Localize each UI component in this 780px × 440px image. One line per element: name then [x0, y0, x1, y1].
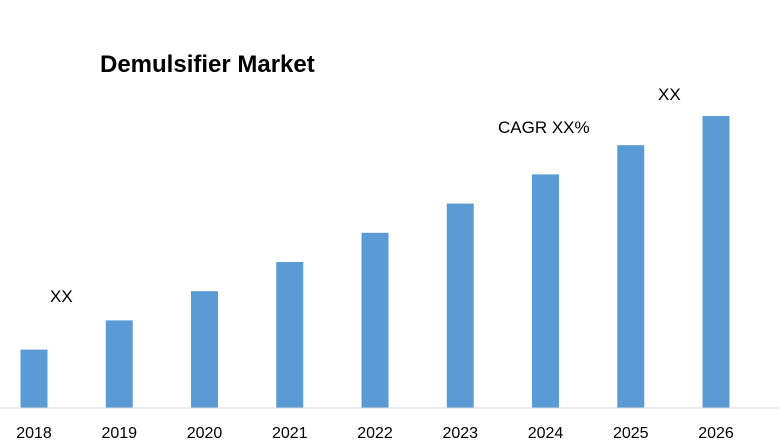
x-tick-label-2026: 2026	[698, 425, 734, 440]
bar-2020	[191, 291, 218, 408]
x-tick-label-2019: 2019	[101, 425, 137, 440]
bar-2024	[532, 174, 559, 408]
bar-2025	[617, 145, 645, 408]
bar-2019	[105, 320, 133, 408]
chart-title: Demulsifier Market	[100, 51, 315, 78]
annotation-start-value: XX	[50, 287, 73, 306]
annotation-cagr: CAGR XX%	[498, 118, 590, 137]
bar-2021	[276, 262, 304, 408]
x-tick-label-2024: 2024	[528, 425, 564, 440]
bar-2018	[20, 349, 48, 408]
bar-2023	[446, 203, 474, 408]
x-tick-label-2018: 2018	[16, 425, 52, 440]
bar-2026	[702, 116, 730, 408]
annotation-end-value: XX	[658, 85, 681, 104]
bar-2022	[361, 232, 389, 408]
bars-group	[20, 116, 730, 408]
x-tick-label-2025: 2025	[613, 425, 649, 440]
x-tick-label-2020: 2020	[187, 425, 223, 440]
x-tick-label-2021: 2021	[272, 425, 308, 440]
x-tick-labels: 2018 2019 2020 2021 2022 2023 2024 2025 2026	[16, 425, 734, 440]
x-tick-label-2022: 2022	[357, 425, 393, 440]
x-tick-label-2023: 2023	[442, 425, 478, 440]
